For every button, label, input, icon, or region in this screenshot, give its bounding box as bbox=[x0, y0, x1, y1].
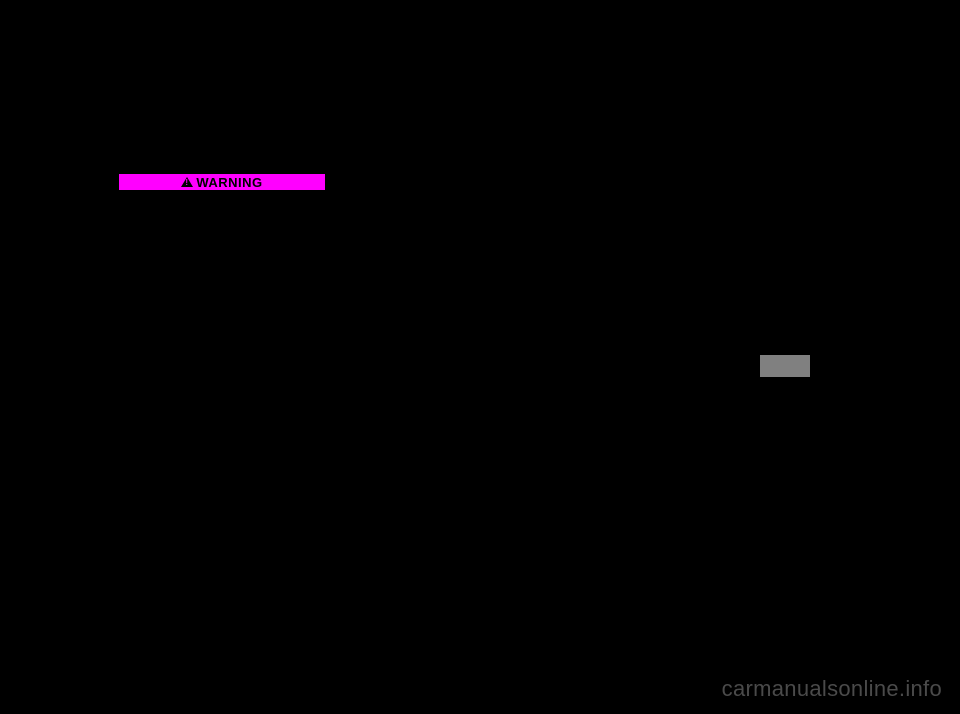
warning-content: WARNING bbox=[181, 175, 262, 190]
warning-triangle-icon bbox=[181, 177, 193, 187]
warning-label-box: WARNING bbox=[117, 172, 327, 192]
watermark-text: carmanualsonline.info bbox=[722, 676, 942, 702]
page-edge-tab bbox=[760, 355, 810, 377]
warning-text: WARNING bbox=[196, 175, 262, 190]
